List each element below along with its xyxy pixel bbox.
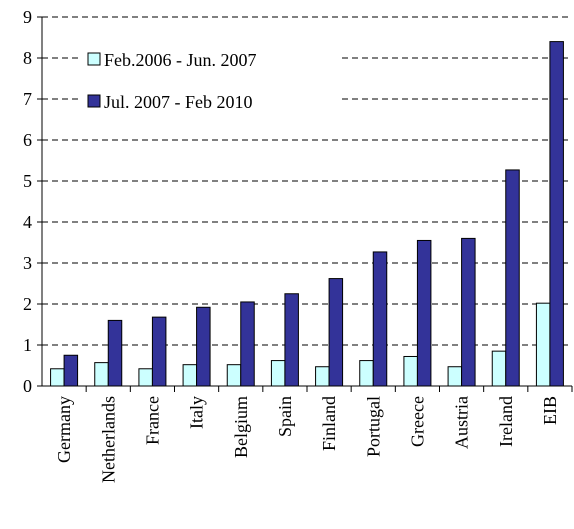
y-tick-label: 8 <box>23 48 32 68</box>
bar <box>151 316 167 387</box>
x-tick-label: Austria <box>452 396 472 449</box>
bar <box>505 169 520 387</box>
y-tick-label: 5 <box>23 171 32 191</box>
legend-swatch <box>87 94 101 108</box>
bar <box>461 237 476 387</box>
bar <box>94 362 109 387</box>
bar <box>63 354 79 387</box>
y-tick-label: 9 <box>23 7 32 27</box>
y-tick-label: 3 <box>23 253 32 273</box>
bar <box>226 364 242 387</box>
legend-swatch <box>87 52 101 66</box>
x-tick-label: Greece <box>407 396 427 447</box>
x-tick-label: Belgium <box>231 396 251 458</box>
legend-label: Jul. 2007 - Feb 2010 <box>104 92 253 112</box>
bar <box>491 350 507 387</box>
bar <box>535 302 551 387</box>
x-tick-label: Ireland <box>496 396 516 447</box>
bar <box>284 293 299 387</box>
bar <box>270 360 286 387</box>
bar <box>359 360 374 387</box>
bar <box>107 319 123 387</box>
x-tick-label: Spain <box>275 396 295 437</box>
x-tick-label: Germany <box>54 396 74 463</box>
bar <box>50 368 65 387</box>
y-tick-label: 7 <box>23 89 32 109</box>
x-tick-label: France <box>142 396 162 445</box>
bar <box>138 368 153 387</box>
bar <box>328 278 344 387</box>
x-tick-label: EIB <box>540 396 560 425</box>
bar <box>416 239 432 387</box>
bar <box>549 41 564 387</box>
y-tick-label: 0 <box>23 376 32 396</box>
bar <box>372 251 388 387</box>
x-tick-label: Italy <box>187 396 207 429</box>
legend-box <box>80 36 342 120</box>
bar <box>403 355 418 387</box>
y-tick-label: 6 <box>23 130 32 150</box>
legend-label: Feb.2006 - Jun. 2007 <box>104 50 257 70</box>
y-tick-label: 1 <box>23 335 32 355</box>
bar <box>315 366 330 387</box>
x-tick-label: Netherlands <box>98 396 118 483</box>
bar <box>447 366 463 387</box>
bar <box>196 306 211 387</box>
x-tick-label: Finland <box>319 396 339 451</box>
y-tick-label: 4 <box>23 212 32 232</box>
bar <box>182 364 198 387</box>
y-tick-label: 2 <box>23 294 32 314</box>
bar <box>240 301 255 387</box>
x-tick-label: Portugal <box>363 396 383 457</box>
